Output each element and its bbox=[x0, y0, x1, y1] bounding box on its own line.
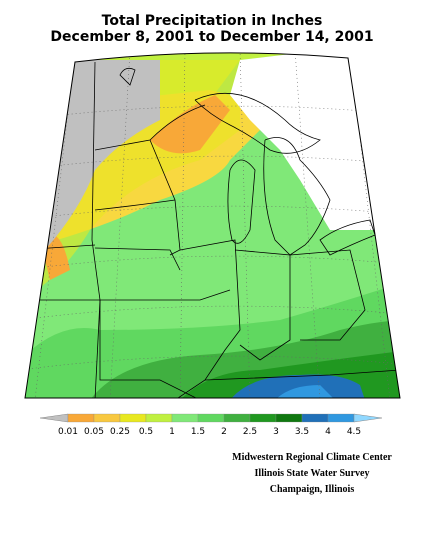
legend-swatch bbox=[301, 413, 329, 423]
map-frame bbox=[24, 52, 401, 399]
legend-label: 1.5 bbox=[191, 427, 205, 437]
legend-label: 4 bbox=[325, 427, 331, 437]
title-line: December 8, 2001 to December 14, 2001 bbox=[50, 29, 373, 45]
legend-label: 2.5 bbox=[243, 427, 257, 437]
legend-label: 0.25 bbox=[110, 427, 130, 437]
region bbox=[150, 95, 230, 154]
legend: 0.01 0.05 0.25 0.5 1 1.5 2 2.5 3 3.5 4 4.5 bbox=[39, 413, 383, 437]
legend-swatch bbox=[327, 413, 355, 423]
legend-swatch bbox=[93, 413, 121, 423]
legend-swatch bbox=[223, 413, 251, 423]
credit: Illinois State Water Survey bbox=[255, 468, 370, 479]
legend-label: 2 bbox=[221, 427, 227, 437]
graticule bbox=[25, 52, 400, 398]
legend-label: 0.01 bbox=[58, 427, 78, 437]
region bbox=[230, 374, 365, 398]
legend-swatch bbox=[275, 413, 303, 423]
region bbox=[275, 385, 335, 398]
legend-label: 0.05 bbox=[84, 427, 104, 437]
legend-arrow bbox=[353, 413, 383, 423]
legend-swatch bbox=[119, 413, 147, 423]
legend-swatch bbox=[145, 413, 173, 423]
legend-swatch bbox=[249, 413, 277, 423]
legend-label: 3.5 bbox=[295, 427, 309, 437]
legend-label: 3 bbox=[273, 427, 279, 437]
lakes bbox=[119, 67, 376, 256]
legend-swatch bbox=[67, 413, 95, 423]
legend-swatch bbox=[171, 413, 199, 423]
state-borders bbox=[25, 61, 400, 398]
map bbox=[25, 52, 400, 398]
legend-swatch bbox=[197, 413, 225, 423]
title-line: Total Precipitation in Inches bbox=[102, 13, 323, 29]
credit: Midwestern Regional Climate Center bbox=[232, 452, 392, 463]
legend-arrow bbox=[39, 413, 69, 423]
legend-label: 1 bbox=[169, 427, 175, 437]
legend-label: 4.5 bbox=[347, 427, 361, 437]
credit: Champaign, Illinois bbox=[270, 484, 355, 495]
legend-label: 0.5 bbox=[139, 427, 153, 437]
